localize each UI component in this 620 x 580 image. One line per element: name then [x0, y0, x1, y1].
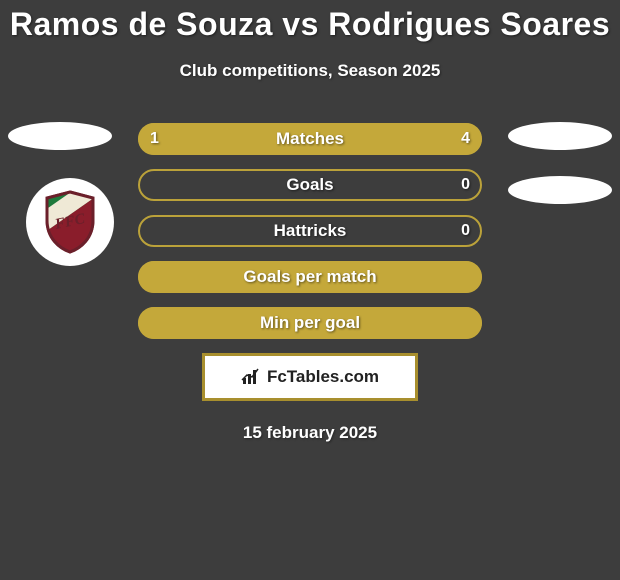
player-right-placeholder-1 — [508, 122, 612, 150]
comparison-date: 15 february 2025 — [0, 423, 620, 443]
bar-label: Min per goal — [138, 313, 482, 333]
bar-value-left: 1 — [150, 130, 159, 148]
stat-bar-row: Hattricks0 — [138, 215, 482, 247]
stat-bars: Matches14Goals0Hattricks0Goals per match… — [138, 123, 482, 339]
stat-bar-row: Goals0 — [138, 169, 482, 201]
brand-text: FcTables.com — [267, 367, 379, 387]
bar-label: Hattricks — [138, 221, 482, 241]
stat-bar-row: Min per goal — [138, 307, 482, 339]
bar-value-right: 0 — [461, 176, 470, 194]
club-shield-icon: FFC — [43, 190, 97, 254]
club-logo: FFC — [26, 178, 114, 266]
stat-bar-row: Goals per match — [138, 261, 482, 293]
bar-label: Goals per match — [138, 267, 482, 287]
bar-value-right: 4 — [461, 130, 470, 148]
stat-bar-row: Matches1 4 — [138, 123, 482, 155]
player-right-placeholder-2 — [508, 176, 612, 204]
chart-icon — [241, 368, 263, 386]
bar-value-right: 0 — [461, 222, 470, 240]
comparison-title: Ramos de Souza vs Rodrigues Soares — [0, 0, 620, 43]
comparison-subtitle: Club competitions, Season 2025 — [0, 61, 620, 81]
brand-box: FcTables.com — [202, 353, 418, 401]
bar-label: Matches — [138, 129, 482, 149]
player-left-placeholder — [8, 122, 112, 150]
bar-label: Goals — [138, 175, 482, 195]
